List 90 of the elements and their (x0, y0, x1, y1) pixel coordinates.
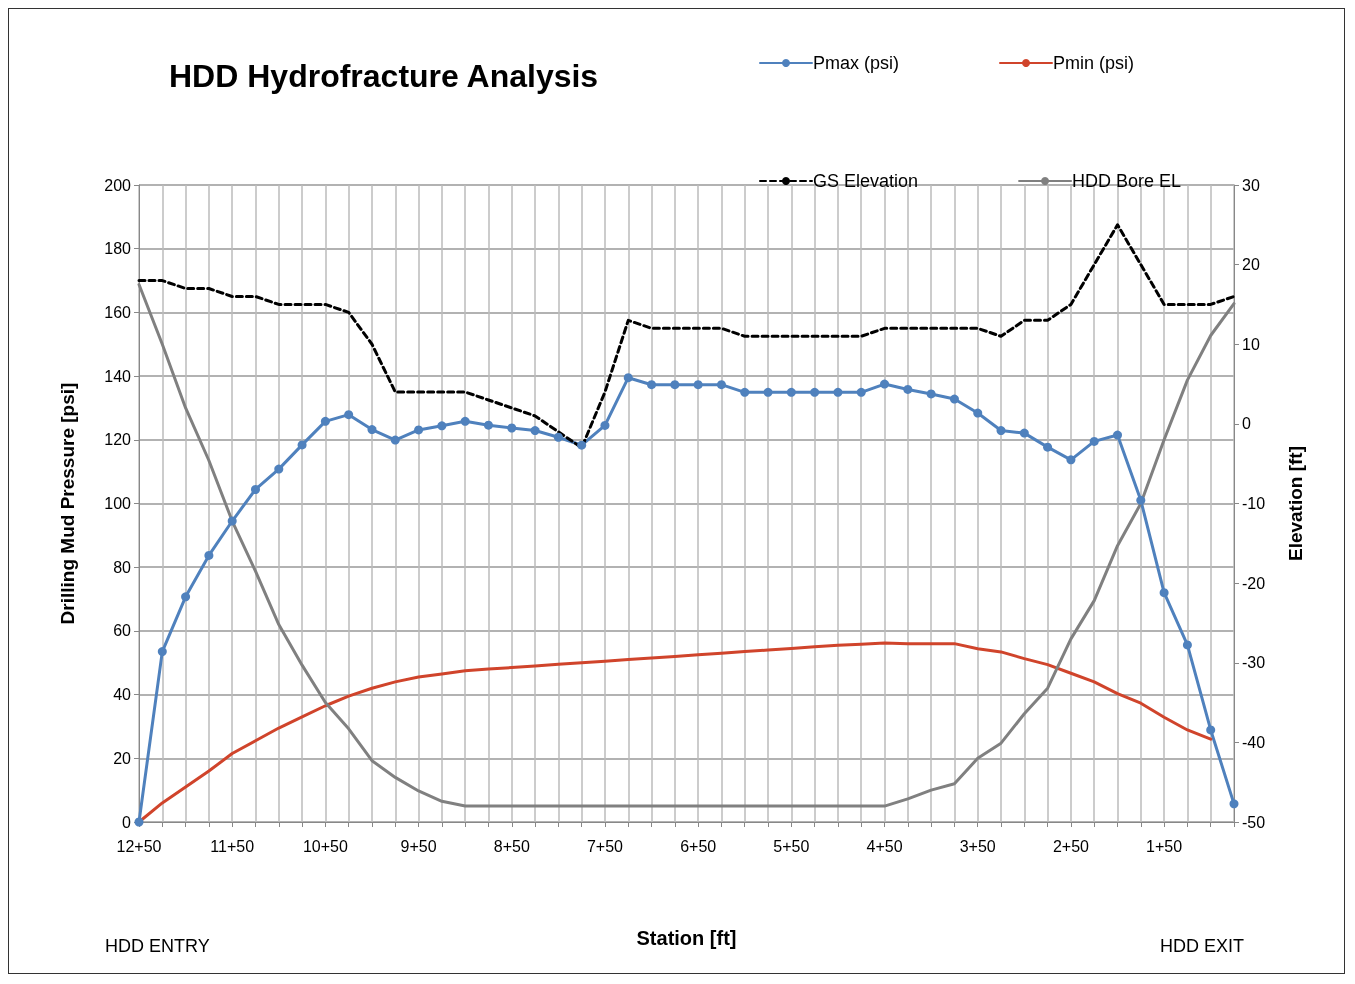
point (320, 416, 330, 426)
point (1066, 455, 1076, 465)
point (553, 432, 563, 442)
point (903, 384, 913, 394)
point (856, 387, 866, 397)
x-tick-label: 9+50 (400, 837, 437, 855)
point (1159, 588, 1169, 598)
point (344, 410, 354, 420)
point (1089, 436, 1099, 446)
point (1229, 799, 1239, 809)
y-axis-title: Drilling Mud Pressure [psi] (57, 382, 78, 625)
y-tick-label: 20 (113, 749, 132, 767)
y-tick-label: 80 (113, 558, 132, 576)
point (390, 435, 400, 445)
point (623, 373, 633, 383)
y2-tick-label: -30 (1242, 654, 1266, 672)
point (483, 420, 493, 430)
legend-label: Pmax (psi) (813, 53, 900, 73)
point (693, 380, 703, 390)
point (251, 484, 260, 494)
point (810, 387, 820, 397)
x-tick-label: 2+50 (1052, 837, 1090, 855)
point (740, 387, 750, 397)
point (1206, 725, 1216, 735)
point (600, 420, 610, 430)
y-tick-label: 200 (104, 176, 132, 194)
y2-tick-label: 0 (1242, 415, 1251, 433)
point (1043, 442, 1053, 452)
point (763, 387, 773, 397)
point (786, 387, 796, 397)
x-tick-label: 8+50 (493, 837, 530, 855)
point (227, 516, 237, 526)
point (274, 464, 284, 474)
point (414, 425, 424, 435)
point (833, 387, 843, 397)
x-tick-label: 7+50 (586, 837, 624, 855)
point (949, 394, 959, 404)
y-tick-label: 120 (104, 431, 132, 449)
point (880, 379, 890, 389)
point (157, 647, 167, 657)
point (1113, 430, 1123, 440)
x-tick-label: 11+50 (210, 837, 255, 855)
point (437, 421, 447, 431)
point (716, 380, 726, 390)
point (530, 426, 540, 436)
x-tick-label: 5+50 (773, 837, 810, 855)
x-tick-label: 12+50 (116, 837, 162, 855)
x-tick-label: 6+50 (680, 837, 717, 855)
x-tick-label: 10+50 (302, 837, 348, 855)
y-tick-label: 100 (104, 495, 132, 512)
x-tick-label: 3+50 (959, 837, 996, 855)
y-tick-label: 160 (104, 303, 132, 321)
point (134, 817, 144, 827)
point (297, 440, 307, 450)
y-tick-label: 60 (113, 622, 132, 640)
text: HDD EXIT (1159, 936, 1245, 956)
y-tick-label: 0 (122, 813, 132, 831)
point (460, 416, 470, 426)
point (507, 423, 517, 433)
point (973, 408, 983, 418)
legend-label: GS Elevation (813, 171, 919, 191)
point (181, 592, 191, 602)
chart-title: HDD Hydrofracture Analysis (169, 58, 599, 94)
y2-tick-label: 20 (1242, 256, 1260, 274)
point (577, 440, 587, 450)
x-axis-title: Station [ft] (636, 927, 737, 949)
y-tick-label: 180 (104, 240, 132, 258)
y2-axis-title: Elevation [ft] (1285, 445, 1306, 562)
y2-tick-label: -20 (1242, 574, 1266, 592)
point (1136, 495, 1146, 505)
y-tick-label: 40 (113, 686, 132, 704)
legend-label: Pmin (psi) (1053, 53, 1135, 73)
point (647, 380, 657, 390)
point (204, 550, 214, 560)
y2-tick-label: -10 (1242, 495, 1266, 512)
y2-tick-label: -40 (1242, 733, 1266, 751)
text: HDD ENTRY (105, 936, 210, 956)
point (1019, 428, 1029, 438)
legend-label: HDD Bore EL (1072, 171, 1182, 191)
y2-tick-label: -50 (1242, 813, 1266, 831)
point (996, 426, 1006, 436)
point (670, 380, 680, 390)
y-tick-label: 140 (104, 367, 132, 385)
y2-tick-label: 10 (1242, 335, 1260, 353)
point (1182, 640, 1192, 650)
point (926, 389, 936, 399)
x-tick-label: 4+50 (866, 837, 903, 855)
point (367, 425, 377, 435)
x-tick-label: 1+50 (1146, 837, 1183, 855)
y2-tick-label: 30 (1242, 176, 1260, 194)
